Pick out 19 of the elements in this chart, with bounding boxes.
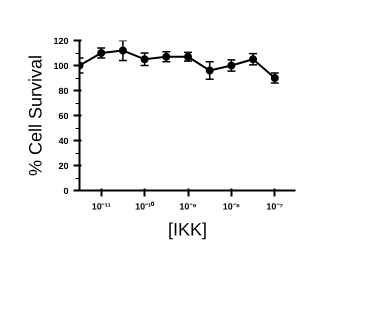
- point: [249, 55, 258, 64]
- x-tick-label: 10⁻¹¹: [92, 202, 111, 212]
- point: [206, 66, 214, 74]
- y-tick-label: 0: [63, 186, 69, 196]
- point: [140, 55, 149, 64]
- x-tick-label: 10⁻⁷: [266, 202, 284, 212]
- point: [227, 62, 236, 70]
- x-axis-title: [IKK]: [168, 220, 208, 240]
- point: [118, 46, 127, 54]
- y-tick-label: 40: [58, 136, 69, 146]
- y-axis-title: % Cell Survival: [25, 54, 46, 176]
- x-tick-label: 10⁻¹⁰: [135, 202, 156, 212]
- x-tick-label: 10⁻⁹: [179, 202, 197, 212]
- x-tick-label: 10⁻⁸: [222, 202, 240, 212]
- y-tick-label: 100: [53, 61, 69, 71]
- y-tick-label: 60: [58, 111, 69, 121]
- y-tick-label: 20: [58, 161, 69, 171]
- y-tick-label: 120: [53, 36, 69, 46]
- y-tick-label: 80: [58, 86, 69, 96]
